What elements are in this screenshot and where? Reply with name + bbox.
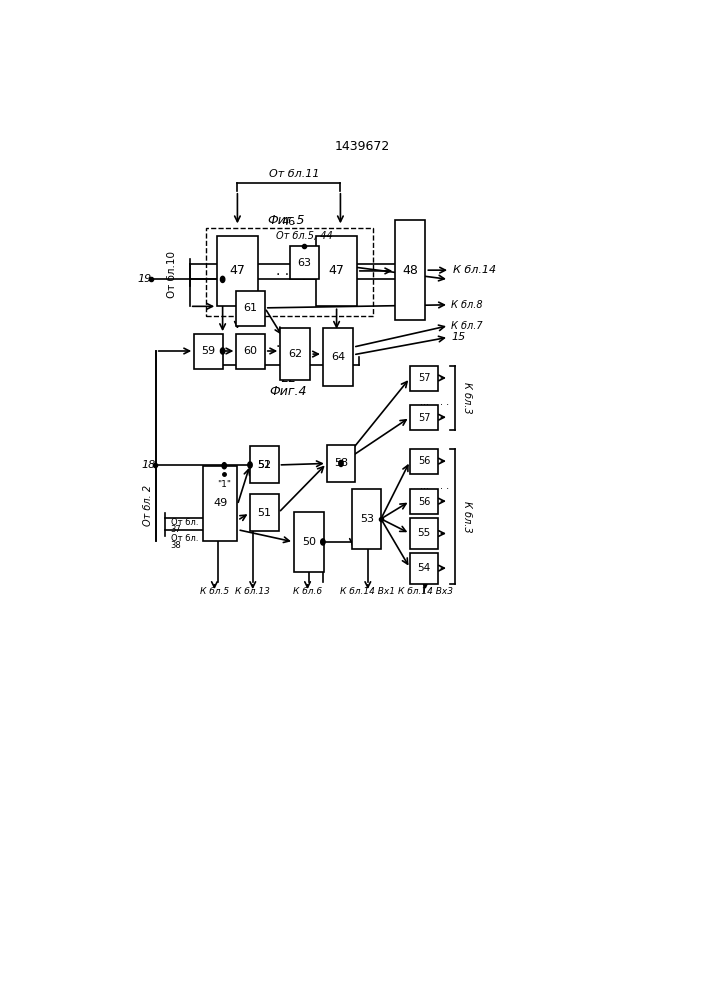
Bar	[353, 489, 381, 549]
Text: 37: 37	[170, 525, 181, 534]
Bar	[410, 489, 438, 514]
Text: . .: . .	[440, 481, 449, 491]
Text: 59: 59	[201, 346, 216, 356]
Text: 52: 52	[257, 460, 271, 470]
Bar	[206, 228, 373, 316]
Text: К бл.3: К бл.3	[462, 501, 472, 532]
Bar	[236, 334, 265, 369]
Text: 51: 51	[257, 460, 271, 470]
Text: Фиг.5: Фиг.5	[267, 214, 305, 227]
Bar	[250, 446, 279, 483]
Text: 60: 60	[243, 346, 257, 356]
Bar	[280, 328, 310, 380]
Bar	[194, 334, 223, 369]
Text: 57: 57	[418, 413, 431, 423]
Text: 50: 50	[302, 537, 316, 547]
Text: К бл.6: К бл.6	[293, 587, 322, 596]
Bar	[323, 328, 353, 386]
Bar	[250, 494, 279, 531]
Text: 48: 48	[402, 264, 419, 277]
Text: 56: 56	[418, 497, 431, 507]
Text: 64: 64	[331, 352, 345, 362]
Bar	[410, 405, 438, 430]
Bar	[410, 449, 438, 474]
Text: 61: 61	[243, 303, 257, 313]
Text: 62: 62	[288, 349, 303, 359]
Text: К бл.14 Вх1: К бл.14 Вх1	[340, 587, 395, 596]
Text: 1439672: 1439672	[334, 140, 390, 153]
Text: . . .: . . .	[276, 336, 298, 350]
Text: К бл.5: К бл.5	[200, 587, 229, 596]
Text: 46: 46	[281, 217, 296, 227]
Bar	[410, 553, 438, 584]
Text: 47: 47	[328, 264, 344, 277]
Text: К бл.14: К бл.14	[452, 265, 496, 275]
Text: "1": "1"	[217, 480, 231, 489]
Text: Фиг.4: Фиг.4	[269, 385, 307, 398]
Text: 38: 38	[170, 541, 181, 550]
Bar	[294, 512, 324, 572]
Text: . . .: . . .	[276, 264, 298, 278]
Circle shape	[222, 463, 226, 469]
Bar	[327, 445, 355, 482]
Bar	[410, 518, 438, 549]
Text: ...: ...	[420, 481, 428, 491]
Text: К бл.14 Вх3: К бл.14 Вх3	[398, 587, 453, 596]
Text: 51: 51	[257, 508, 271, 518]
Text: 54: 54	[418, 563, 431, 573]
Text: 47: 47	[230, 264, 245, 277]
Text: . .: . .	[440, 397, 449, 407]
Text: К бл.3: К бл.3	[462, 382, 472, 414]
Text: 15: 15	[451, 332, 465, 342]
Text: От бл.: От бл.	[170, 534, 198, 543]
Text: ...: ...	[420, 397, 428, 407]
Circle shape	[221, 276, 225, 282]
Text: К бл.13: К бл.13	[235, 587, 270, 596]
Text: 63: 63	[297, 258, 311, 268]
Text: 58: 58	[334, 458, 348, 468]
Circle shape	[339, 460, 343, 466]
Bar	[316, 235, 357, 306]
Circle shape	[321, 539, 325, 545]
Text: К бл.8: К бл.8	[451, 300, 483, 310]
Bar	[290, 246, 318, 279]
Text: 57: 57	[418, 373, 431, 383]
Text: 22: 22	[280, 372, 296, 385]
Text: От бл. 2: От бл. 2	[143, 484, 153, 526]
Bar	[217, 235, 258, 306]
Bar	[395, 220, 426, 320]
Text: 53: 53	[360, 514, 374, 524]
Bar	[236, 291, 265, 326]
Circle shape	[248, 462, 252, 468]
Text: От бл.10: От бл.10	[167, 250, 177, 298]
Text: К бл.7: К бл.7	[451, 321, 483, 331]
Text: От бл.: От бл.	[170, 518, 198, 527]
Text: 55: 55	[418, 528, 431, 538]
Circle shape	[221, 348, 225, 354]
Bar	[410, 366, 438, 391]
Text: 49: 49	[214, 498, 228, 508]
Text: От бл.5, 44: От бл.5, 44	[276, 231, 332, 240]
Bar	[204, 466, 238, 541]
Text: От бл.11: От бл.11	[269, 169, 319, 179]
Text: 56: 56	[418, 456, 431, 466]
Text: 19: 19	[137, 274, 151, 284]
Text: 18: 18	[141, 460, 156, 470]
